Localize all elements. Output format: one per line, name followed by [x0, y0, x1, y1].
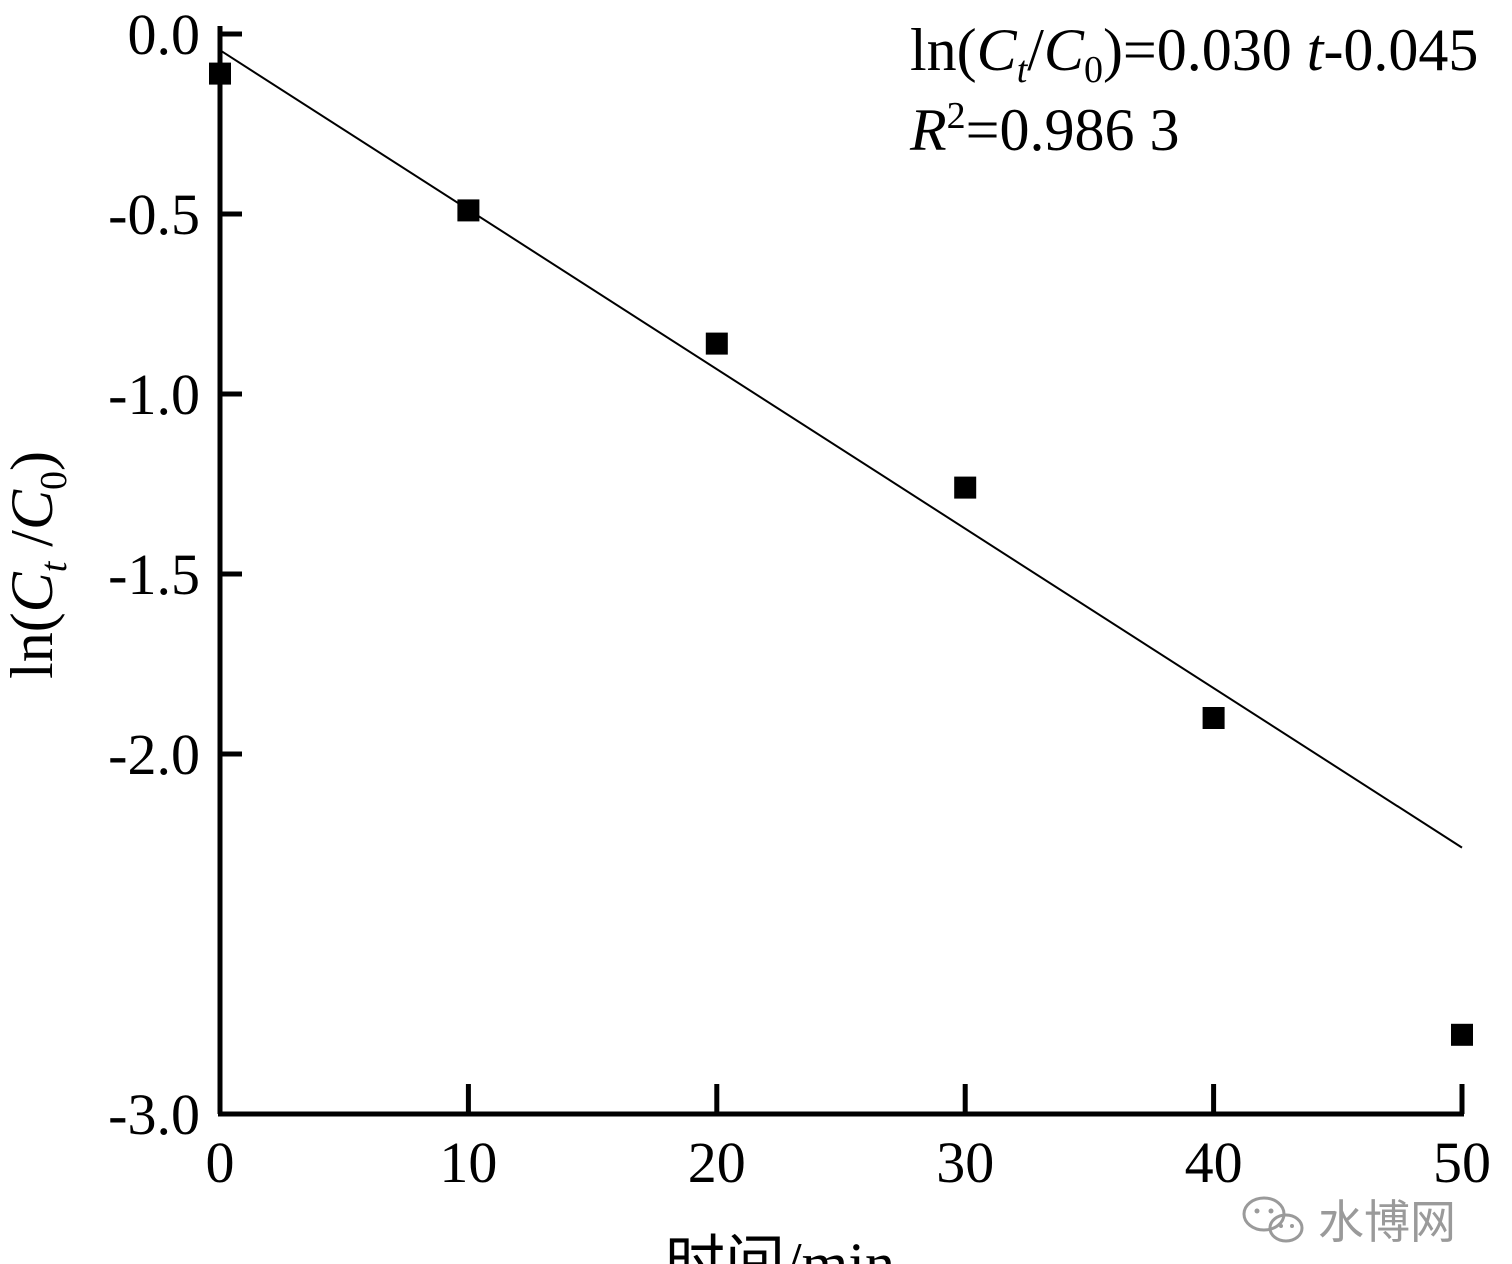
data-point: [954, 476, 977, 499]
data-point: [1451, 1023, 1473, 1046]
watermark-text: 水博网: [1318, 1195, 1456, 1249]
y-tick-label: -0.5: [108, 182, 200, 247]
y-tick-label: -3.0: [108, 1082, 200, 1147]
data-point: [209, 62, 231, 85]
x-tick-label: 40: [1185, 1130, 1243, 1195]
x-tick-label: 0: [206, 1130, 235, 1195]
fit-line: [219, 49, 1463, 849]
y-tick-label: -1.5: [108, 542, 200, 607]
data-point: [705, 332, 728, 355]
fit-equation: ln(Ct/C0)=0.030 t-0.045: [910, 17, 1478, 91]
x-tick-label: 30: [936, 1130, 994, 1195]
data-points: [209, 62, 1473, 1046]
y-tick-label: -1.0: [108, 362, 200, 427]
x-axis-title: 时间/min: [665, 1231, 895, 1264]
fit-line-group: [219, 49, 1463, 849]
data-point: [1202, 707, 1225, 729]
x-tick-label: 20: [688, 1130, 746, 1195]
x-tick-label: 50: [1433, 1130, 1491, 1195]
axes: [217, 26, 1464, 1117]
data-point: [457, 199, 480, 222]
y-tick-label: -2.0: [108, 722, 200, 787]
wechat-icon: [1242, 1196, 1304, 1243]
watermark: 水博网: [1242, 1195, 1456, 1249]
r-squared: R2=0.986 3: [909, 95, 1180, 163]
ticks: 0.0 -0.5 -1.0 -1.5 -2.0 -3.00 10 20 30 40 50: [108, 2, 1491, 1195]
y-axis-title: ln(Ct /C0): [0, 451, 75, 679]
y-tick-label: 0.0: [128, 2, 201, 67]
x-tick-label: 10: [439, 1130, 497, 1195]
